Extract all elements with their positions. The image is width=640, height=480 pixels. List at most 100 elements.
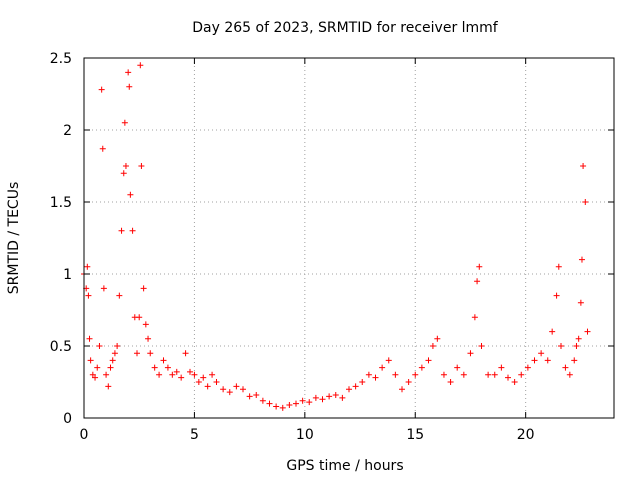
data-point-marker bbox=[195, 379, 202, 385]
data-point-marker bbox=[84, 263, 91, 270]
data-point-marker bbox=[233, 383, 240, 390]
data-point-marker bbox=[425, 357, 432, 364]
y-tick-label: 0.5 bbox=[50, 339, 72, 355]
data-point-marker bbox=[306, 399, 313, 406]
data-point-marker bbox=[85, 292, 92, 299]
data-point-marker bbox=[524, 364, 531, 371]
data-point-marker bbox=[498, 364, 505, 371]
data-point-marker bbox=[286, 402, 293, 409]
data-point-marker bbox=[511, 379, 518, 385]
data-point-marker bbox=[103, 371, 110, 378]
x-tick-label: 20 bbox=[517, 427, 535, 443]
x-axis-label: GPS time / hours bbox=[286, 458, 403, 474]
data-point-marker bbox=[555, 263, 562, 270]
data-point-marker bbox=[553, 292, 560, 299]
data-point-marker bbox=[204, 383, 211, 390]
data-point-marker bbox=[562, 364, 569, 371]
data-point-marker bbox=[429, 343, 436, 349]
data-point-marker bbox=[107, 364, 114, 371]
data-point-marker bbox=[142, 321, 149, 328]
data-point-marker bbox=[120, 170, 127, 177]
data-point-marker bbox=[392, 371, 399, 378]
y-tick-label: 0 bbox=[63, 411, 72, 427]
data-point-marker bbox=[96, 343, 103, 349]
x-tick-label: 0 bbox=[80, 427, 89, 443]
x-tick-labels: 0 5 10 15 20 bbox=[80, 427, 535, 443]
data-point-marker bbox=[87, 357, 94, 364]
data-point-marker bbox=[584, 328, 591, 335]
data-point-marker bbox=[434, 335, 441, 342]
data-point-marker bbox=[332, 391, 339, 398]
data-point-marker bbox=[134, 350, 140, 357]
data-point-marker bbox=[140, 285, 147, 292]
data-point-marker bbox=[114, 343, 121, 349]
data-point-marker bbox=[538, 350, 545, 357]
x-tick-label: 10 bbox=[296, 427, 314, 443]
data-point-marker bbox=[178, 374, 185, 381]
plot-frame bbox=[83, 57, 615, 419]
data-point-marker bbox=[125, 69, 132, 76]
data-point-marker bbox=[352, 383, 359, 390]
data-point-marker bbox=[346, 386, 352, 393]
data-point-marker bbox=[379, 364, 386, 371]
data-point-marker bbox=[518, 371, 525, 378]
data-point-marker bbox=[577, 299, 584, 306]
data-point-marker bbox=[412, 371, 419, 378]
data-point-marker bbox=[478, 343, 485, 349]
data-point-marker bbox=[129, 227, 136, 234]
data-point-marker bbox=[531, 357, 538, 364]
data-point-marker bbox=[293, 400, 299, 407]
data-point-marker bbox=[109, 357, 116, 364]
data-point-marker bbox=[173, 368, 180, 375]
data-point-marker bbox=[474, 278, 481, 285]
data-point-marker bbox=[164, 364, 171, 371]
data-point-marker bbox=[549, 328, 556, 335]
data-point-marker bbox=[359, 379, 366, 385]
data-point-marker bbox=[454, 364, 461, 371]
data-point-marker bbox=[326, 393, 333, 400]
data-point-marker bbox=[505, 374, 511, 381]
data-points bbox=[81, 62, 591, 411]
data-point-marker bbox=[121, 119, 128, 126]
data-point-marker bbox=[213, 379, 220, 385]
data-point-marker bbox=[491, 371, 498, 378]
data-point-marker bbox=[485, 371, 492, 378]
data-point-marker bbox=[145, 335, 152, 342]
data-point-marker bbox=[86, 335, 93, 342]
data-point-marker bbox=[578, 256, 585, 263]
data-point-marker bbox=[365, 371, 372, 378]
data-point-marker bbox=[160, 357, 167, 364]
data-point-marker bbox=[476, 263, 483, 270]
data-point-marker bbox=[558, 343, 564, 349]
data-point-marker bbox=[111, 350, 118, 357]
axis-ticks bbox=[83, 57, 614, 419]
data-point-marker bbox=[372, 374, 379, 381]
data-point-marker bbox=[187, 368, 193, 375]
data-point-marker bbox=[209, 371, 216, 378]
data-point-marker bbox=[575, 335, 582, 342]
data-point-marker bbox=[447, 379, 454, 385]
data-point-marker bbox=[118, 227, 125, 234]
data-point-marker bbox=[220, 386, 227, 393]
data-point-marker bbox=[246, 393, 253, 400]
data-point-marker bbox=[136, 314, 143, 321]
data-point-marker bbox=[580, 163, 587, 169]
data-point-marker bbox=[566, 371, 573, 378]
y-tick-label: 2 bbox=[63, 123, 72, 139]
data-point-marker bbox=[94, 364, 101, 371]
data-point-marker bbox=[385, 357, 392, 364]
data-point-marker bbox=[200, 374, 207, 381]
data-point-marker bbox=[126, 83, 133, 90]
data-point-marker bbox=[573, 343, 580, 349]
y-tick-label: 1.5 bbox=[50, 195, 72, 211]
data-point-marker bbox=[116, 292, 123, 299]
data-point-marker bbox=[122, 163, 129, 169]
data-point-marker bbox=[405, 379, 412, 385]
data-point-marker bbox=[460, 371, 467, 378]
y-tick-label: 2.5 bbox=[50, 51, 72, 67]
y-axis-label: SRMTID / TECUs bbox=[6, 182, 22, 295]
data-point-marker bbox=[253, 391, 260, 398]
data-point-marker bbox=[105, 383, 112, 390]
data-point-marker bbox=[151, 364, 158, 371]
data-point-marker bbox=[156, 371, 163, 378]
